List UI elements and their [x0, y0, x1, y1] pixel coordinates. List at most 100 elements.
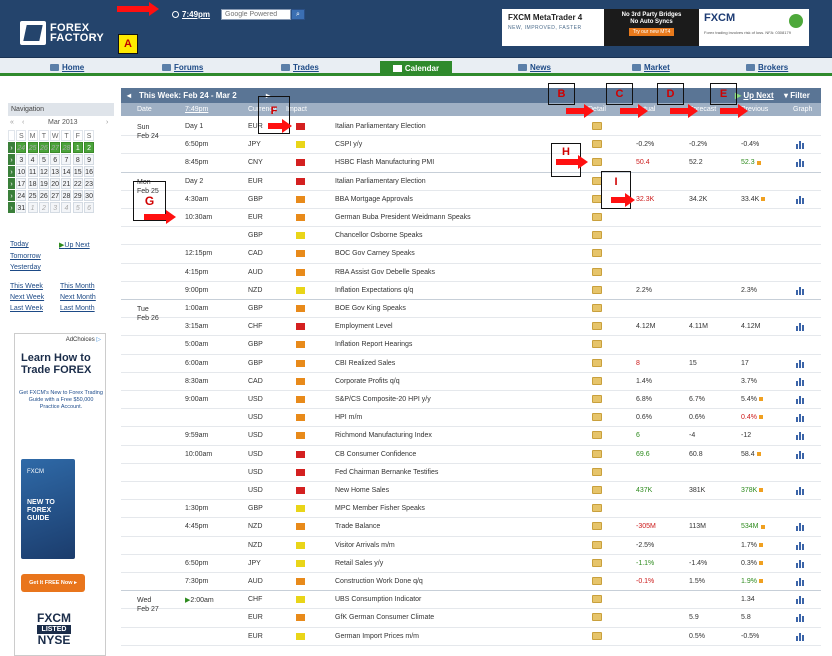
- calendar-day[interactable]: 4: [61, 202, 72, 213]
- calendar-day[interactable]: 3: [50, 202, 61, 213]
- calendar-day[interactable]: 27: [50, 142, 61, 153]
- search-input[interactable]: [221, 9, 291, 20]
- graph-icon[interactable]: [796, 158, 806, 168]
- detail-folder-icon[interactable]: [592, 558, 602, 567]
- detail-folder-icon[interactable]: [592, 158, 602, 167]
- calendar-day[interactable]: 2: [38, 202, 49, 213]
- graph-icon[interactable]: [796, 541, 806, 550]
- row-event[interactable]: Construction Work Done q/q: [335, 578, 423, 585]
- impact-icon[interactable]: [296, 341, 305, 349]
- graph-icon[interactable]: [796, 286, 806, 295]
- impact-icon[interactable]: [296, 523, 305, 531]
- row-event[interactable]: CSPI y/y: [335, 141, 363, 149]
- graph-icon[interactable]: [796, 559, 806, 568]
- row-event[interactable]: BOC Gov Carney Speaks: [335, 250, 415, 258]
- week-select-button[interactable]: ›: [8, 142, 15, 153]
- calendar-day[interactable]: 16: [84, 166, 95, 177]
- link-next-month[interactable]: Next Month: [60, 294, 96, 301]
- link-yesterday[interactable]: Yesterday: [10, 264, 41, 271]
- link-today[interactable]: Today: [10, 241, 29, 248]
- impact-icon[interactable]: [296, 323, 305, 331]
- calendar-day[interactable]: 15: [72, 166, 83, 177]
- detail-folder-icon[interactable]: [592, 522, 602, 531]
- calendar-day[interactable]: 10: [16, 166, 27, 177]
- row-event[interactable]: Fed Chairman Bernanke Testifies: [335, 468, 439, 476]
- detail-folder-icon[interactable]: [592, 304, 602, 312]
- table-row[interactable]: 4:45pm NZD Trade Balance -305M 113M 534M: [121, 518, 821, 537]
- filter-button[interactable]: ▾ Filter: [784, 91, 810, 100]
- next-week-arrow[interactable]: ▸: [266, 91, 271, 100]
- graph-icon[interactable]: [796, 195, 806, 204]
- row-event[interactable]: Corporate Profits q/q: [335, 377, 400, 385]
- sidebar-ad[interactable]: AdChoices ▷ Learn How to Trade FOREX Get…: [14, 333, 106, 656]
- calendar-day[interactable]: 28: [61, 142, 72, 153]
- impact-icon[interactable]: [296, 305, 305, 312]
- calendar-day[interactable]: 5: [38, 154, 49, 165]
- week-select-button[interactable]: ›: [8, 202, 15, 213]
- detail-folder-icon[interactable]: [592, 540, 602, 549]
- calendar-day[interactable]: 27: [50, 190, 61, 201]
- row-event[interactable]: Richmond Manufacturing Index: [335, 432, 432, 440]
- clock[interactable]: 7:49pm: [172, 10, 210, 19]
- impact-icon[interactable]: [296, 414, 305, 422]
- table-row[interactable]: 4:30am GBP BBA Mortgage Approvals 32.3K 34.2…: [121, 191, 821, 209]
- link-tomorrow[interactable]: Tomorrow: [10, 253, 41, 260]
- impact-icon[interactable]: [296, 596, 305, 604]
- detail-folder-icon[interactable]: [592, 431, 602, 440]
- calendar-day[interactable]: 1: [27, 202, 38, 213]
- detail-folder-icon[interactable]: [592, 322, 602, 331]
- link-last-week[interactable]: Last Week: [10, 305, 43, 312]
- impact-icon[interactable]: [296, 159, 305, 167]
- row-event[interactable]: German Import Prices m/m: [335, 632, 420, 640]
- detail-folder-icon[interactable]: [592, 267, 602, 276]
- impact-icon[interactable]: [296, 487, 305, 494]
- link-this-week[interactable]: This Week: [10, 283, 43, 290]
- forex-factory-logo[interactable]: FOREX FACTORY: [20, 18, 104, 48]
- header-ad-fxcm[interactable]: FXCM Forex trading involves risk of loss…: [699, 9, 809, 46]
- graph-icon[interactable]: [796, 450, 806, 459]
- detail-folder-icon[interactable]: [592, 613, 602, 622]
- header-ad-bridges[interactable]: No 3rd Party Bridges No Auto Syncs Try o…: [604, 9, 699, 46]
- calendar-day[interactable]: 14: [61, 166, 72, 177]
- row-event[interactable]: CB Consumer Confidence: [335, 450, 417, 458]
- table-row[interactable]: Sun Feb 24 Day 1 EUR Italian Parliamentary E…: [121, 118, 821, 140]
- graph-icon[interactable]: [796, 140, 806, 150]
- row-event[interactable]: UBS Consumption Indicator: [335, 596, 422, 604]
- calendar-day[interactable]: 30: [84, 190, 95, 201]
- graph-icon[interactable]: [796, 486, 806, 495]
- row-event[interactable]: MPC Member Fisher Speaks: [335, 505, 425, 513]
- detail-folder-icon[interactable]: [592, 213, 602, 221]
- search-button[interactable]: ⌕: [291, 9, 305, 20]
- table-row[interactable]: Wed Feb 27 ▶2:00am CHF UBS Consumption Indic…: [121, 591, 821, 613]
- row-event[interactable]: Visitor Arrivals m/m: [335, 541, 395, 549]
- calendar-day[interactable]: 25: [27, 190, 38, 201]
- detail-folder-icon[interactable]: [592, 358, 602, 367]
- impact-icon[interactable]: [296, 141, 305, 149]
- impact-icon[interactable]: [296, 614, 305, 622]
- calendar-day[interactable]: 5: [72, 202, 83, 213]
- calendar-day[interactable]: 8: [72, 154, 83, 165]
- impact-icon[interactable]: [296, 177, 305, 185]
- nav-brokers[interactable]: Brokers: [746, 63, 788, 72]
- adchoices[interactable]: AdChoices ▷: [66, 336, 101, 343]
- ad-try-button[interactable]: Try our new MT4: [628, 28, 675, 36]
- row-event[interactable]: CBI Realized Sales: [335, 359, 396, 367]
- detail-folder-icon[interactable]: [592, 467, 602, 476]
- nav-home[interactable]: Home: [50, 63, 84, 72]
- detail-folder-icon[interactable]: [592, 340, 602, 349]
- calendar-day[interactable]: 4: [27, 154, 38, 165]
- calendar-day[interactable]: 26: [38, 142, 49, 153]
- table-row[interactable]: 9:00am USD S&P/CS Composite-20 HPI y/y 6.8%…: [121, 391, 821, 410]
- calendar-day[interactable]: 20: [50, 178, 61, 189]
- table-row[interactable]: 6:50pm JPY CSPI y/y -0.2% -0.2% -0.4%: [121, 136, 821, 155]
- row-event[interactable]: Employment Level: [335, 323, 393, 331]
- nav-market[interactable]: Market: [632, 63, 670, 72]
- row-event[interactable]: Italian Parliamentary Election: [335, 123, 426, 130]
- graph-icon[interactable]: [796, 577, 806, 586]
- detail-folder-icon[interactable]: [592, 449, 602, 458]
- impact-icon[interactable]: [296, 286, 305, 294]
- impact-icon[interactable]: [296, 432, 305, 440]
- table-row[interactable]: 1:30pm GBP MPC Member Fisher Speaks: [121, 500, 821, 519]
- nav-calendar[interactable]: Calendar: [380, 61, 452, 76]
- calendar-day[interactable]: 3: [16, 154, 27, 165]
